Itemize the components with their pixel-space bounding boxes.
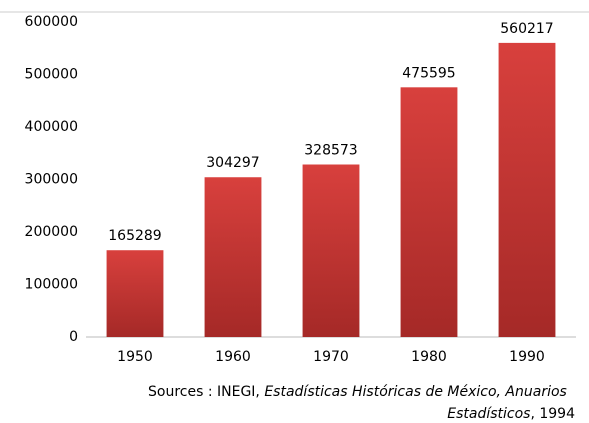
y-tick-label: 0 <box>69 329 78 345</box>
data-label: 475595 <box>402 65 455 81</box>
bar <box>204 177 262 337</box>
data-label: 165289 <box>108 228 161 244</box>
bar <box>302 164 360 337</box>
y-tick-label: 400000 <box>25 119 78 135</box>
source-text: Estadísticas Históricas de México, Anuar… <box>264 384 567 400</box>
data-label: 304297 <box>206 155 259 171</box>
data-label: 328573 <box>304 142 357 158</box>
y-tick-label: 100000 <box>25 277 78 293</box>
y-tick-label: 500000 <box>25 67 78 83</box>
x-tick-label: 1950 <box>117 349 153 365</box>
y-tick-label: 600000 <box>25 14 78 30</box>
bar <box>106 250 164 337</box>
source-text: , 1994 <box>530 406 575 422</box>
y-tick-label: 300000 <box>25 172 78 188</box>
x-tick-label: 1960 <box>215 349 251 365</box>
data-label: 560217 <box>500 21 553 37</box>
source-line-1: Sources : INEGI, Estadísticas Históricas… <box>148 384 567 400</box>
x-tick-label: 1980 <box>411 349 447 365</box>
x-tick-label: 1970 <box>313 349 349 365</box>
x-tick-label: 1990 <box>509 349 545 365</box>
bar <box>400 87 458 337</box>
bar <box>498 42 556 337</box>
source-text: Sources : INEGI, <box>148 384 264 400</box>
y-tick-label: 200000 <box>25 224 78 240</box>
source-line-2: Estadísticos, 1994 <box>447 406 575 422</box>
source-text: Estadísticos <box>447 406 530 422</box>
